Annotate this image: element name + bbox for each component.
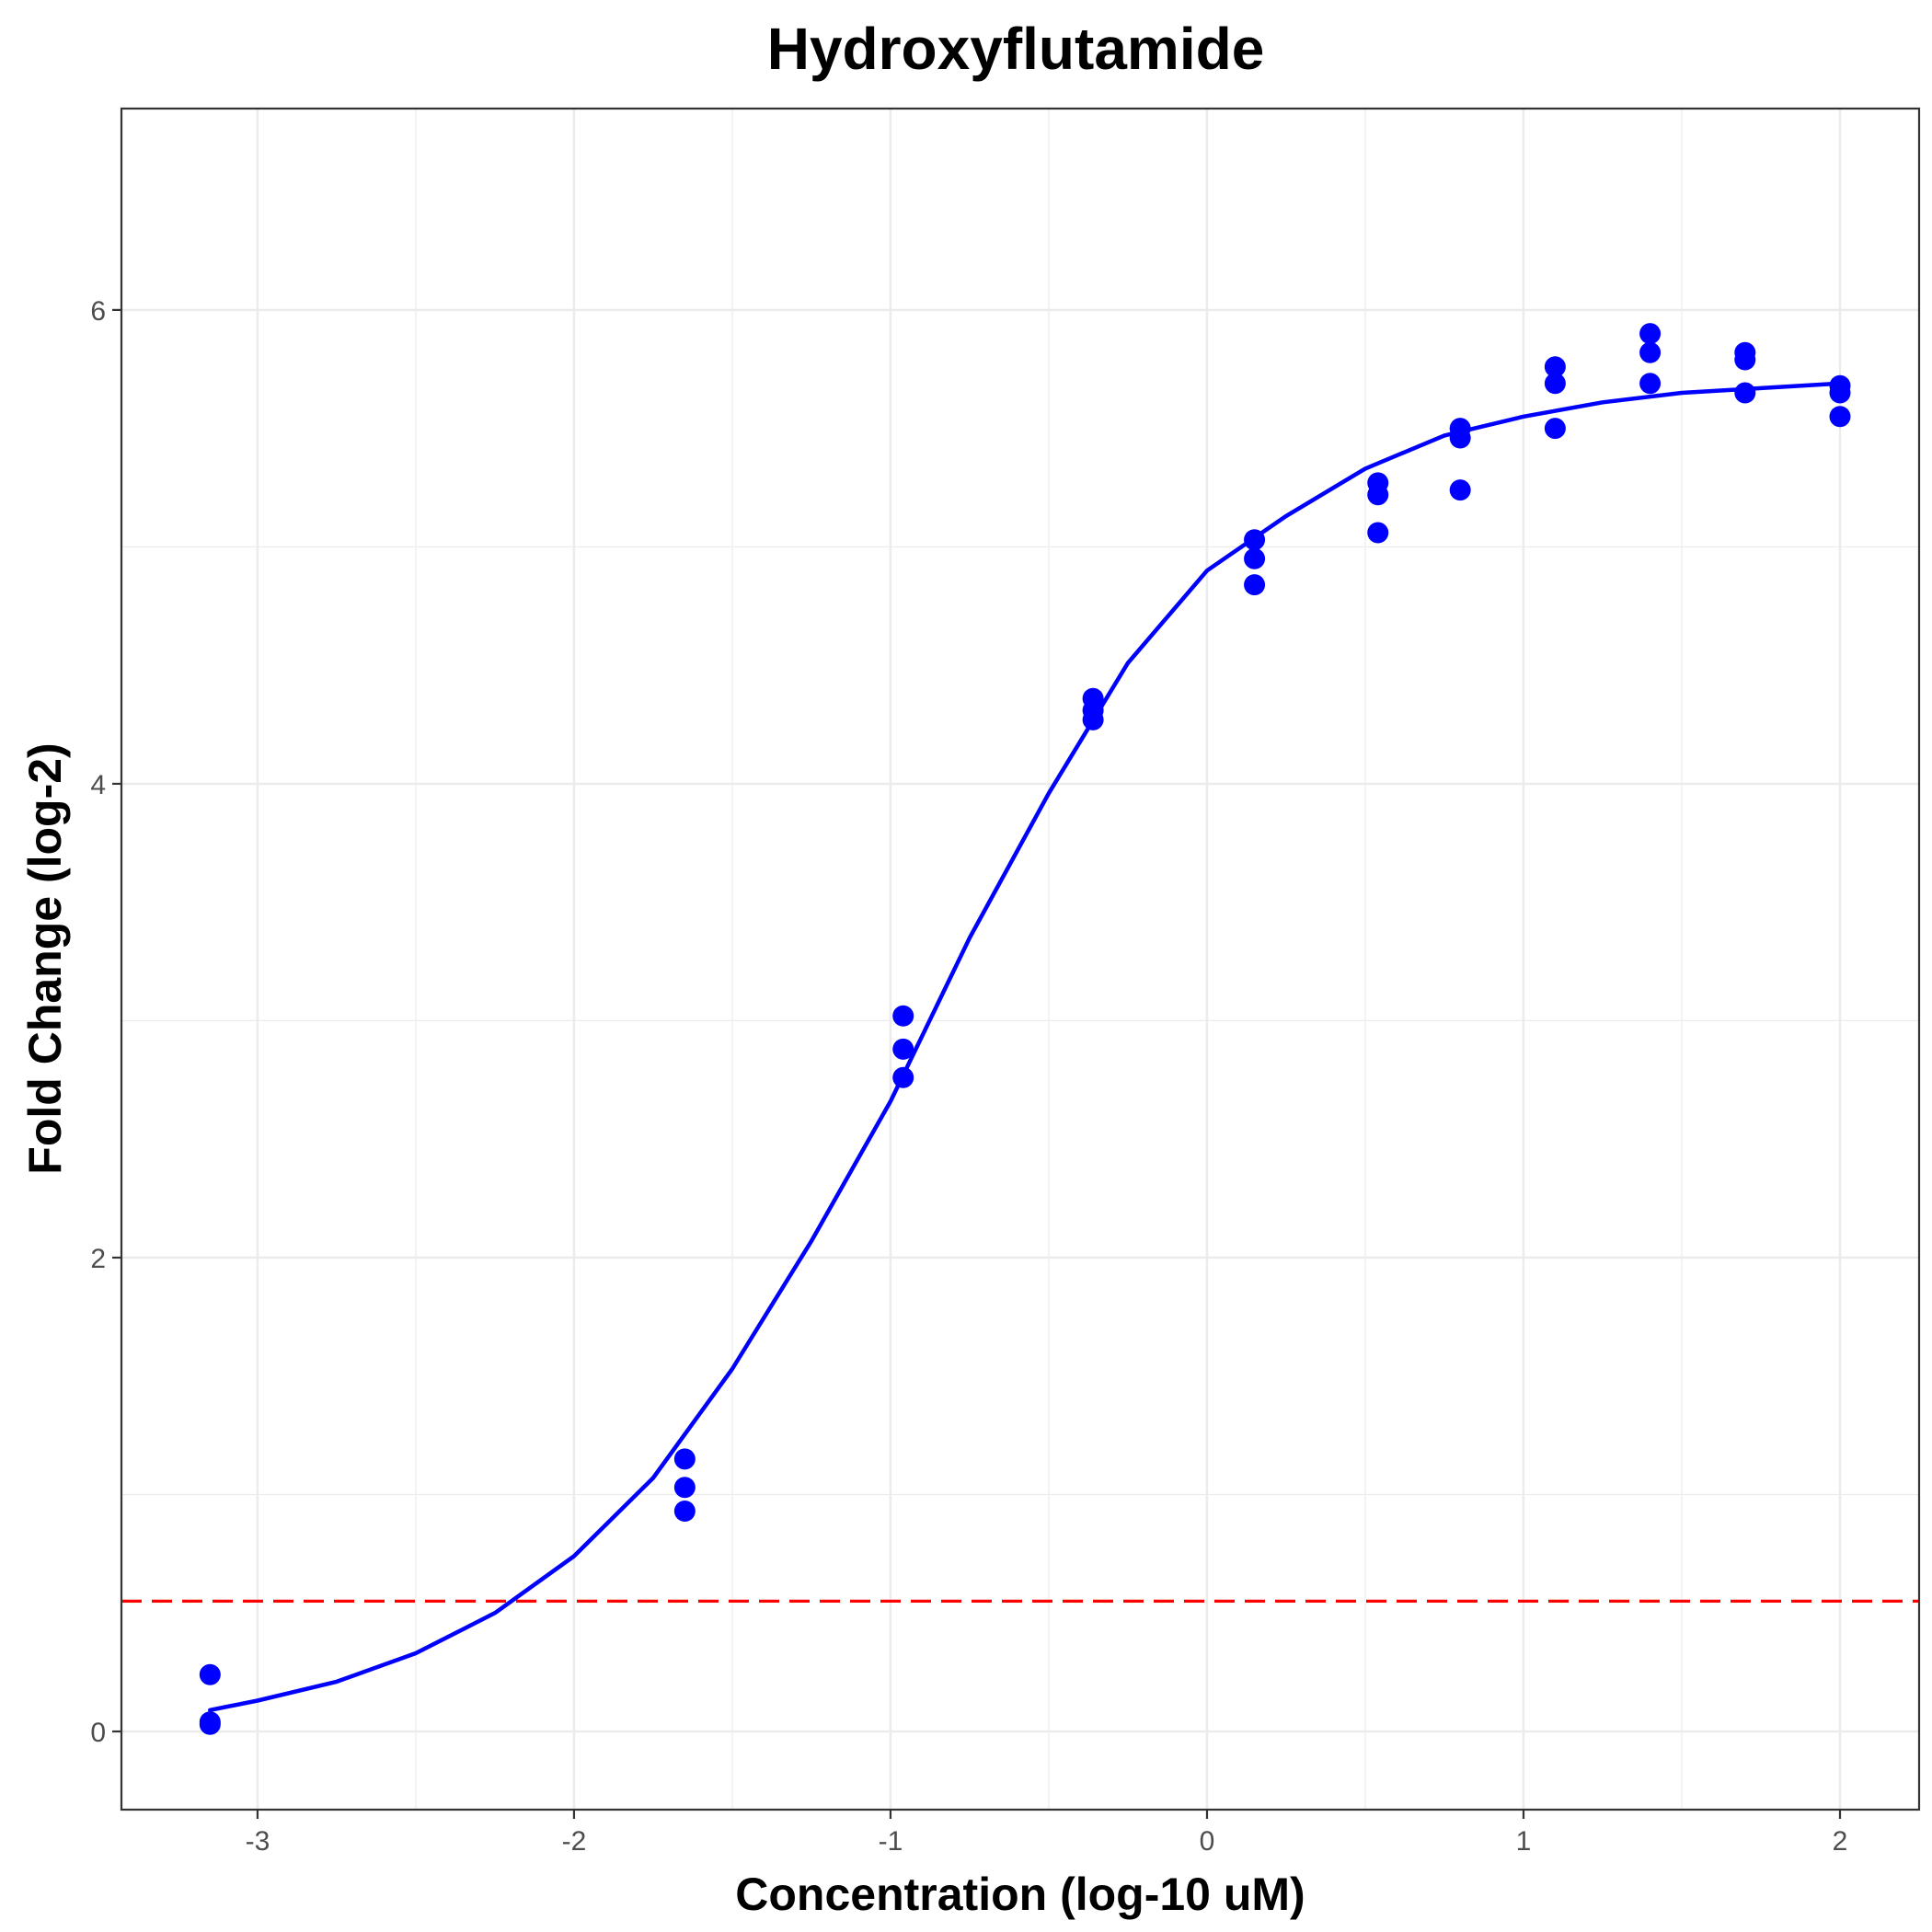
data-point [1734, 382, 1756, 404]
data-point [1244, 529, 1266, 551]
x-tick-label: 2 [1833, 1826, 1848, 1857]
y-axis-title: Fold Change (log-2) [19, 742, 71, 1174]
grid [121, 109, 1919, 1810]
x-tick-label: -1 [879, 1826, 903, 1857]
data-point [1449, 479, 1471, 501]
x-axis-title: Concentration (log-10 uM) [735, 1869, 1305, 1920]
y-tick-label: 2 [90, 1244, 106, 1274]
data-point [1639, 323, 1662, 345]
data-point [1367, 484, 1389, 506]
chart-title: Hydroxyflutamide [767, 16, 1265, 82]
data-point [199, 1663, 221, 1685]
plot-panel [121, 109, 1919, 1810]
points-layer [199, 323, 1851, 1735]
data-point [673, 1501, 696, 1523]
data-point [1544, 418, 1566, 440]
fit-curve [208, 381, 1843, 1713]
fit-curve-layer [208, 381, 1843, 1713]
x-axis: -3 -2 -1 0 1 2 [246, 1810, 1848, 1857]
data-point [892, 1038, 914, 1060]
data-point [892, 1005, 914, 1027]
data-point [1244, 547, 1266, 569]
x-tick-label: 0 [1200, 1826, 1215, 1857]
x-tick-label: -2 [562, 1826, 587, 1857]
y-axis: 0 2 4 6 [90, 296, 121, 1748]
x-tick-label: 1 [1516, 1826, 1532, 1857]
data-point [1734, 349, 1756, 371]
x-tick-label: -3 [246, 1826, 270, 1857]
data-point [673, 1448, 696, 1470]
data-point [1449, 427, 1471, 449]
panel-border [120, 107, 1921, 1811]
data-point [1082, 708, 1104, 730]
data-point [1544, 373, 1566, 395]
data-point [1544, 356, 1566, 378]
data-point [1829, 382, 1851, 404]
data-point [1639, 341, 1662, 363]
data-point [199, 1713, 221, 1735]
data-point [892, 1066, 914, 1088]
y-tick-label: 4 [90, 770, 106, 800]
y-tick-label: 6 [90, 296, 106, 327]
data-point [673, 1477, 696, 1499]
data-point [1244, 574, 1266, 596]
y-tick-label: 0 [90, 1718, 106, 1748]
data-point [1829, 406, 1851, 428]
data-point [1639, 373, 1662, 395]
data-point [1367, 522, 1389, 544]
